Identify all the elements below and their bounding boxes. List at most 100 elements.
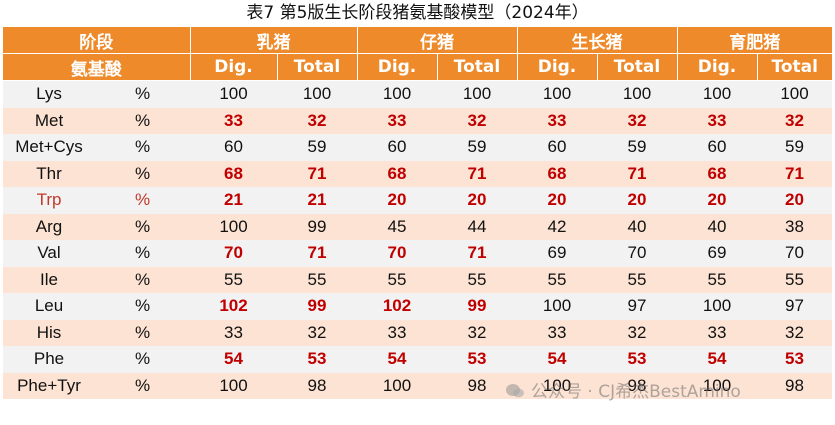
value-cell: 33 [677,319,757,346]
header-stage-finisher: 育肥猪 [677,27,832,54]
value-cell: 33 [190,319,277,346]
value-cell: 98 [757,372,832,399]
value-cell: 20 [437,187,517,214]
value-cell: 20 [517,187,597,214]
value-cell: 100 [190,372,277,399]
value-cell: 68 [190,160,277,187]
value-cell: 100 [190,213,277,240]
value-cell: 20 [677,187,757,214]
value-cell: 21 [277,187,357,214]
unit-cell: % [95,187,190,214]
header-stage-suckling: 乳猪 [190,27,358,54]
value-cell: 70 [357,240,437,267]
value-cell: 98 [277,372,357,399]
value-cell: 20 [357,187,437,214]
value-cell: 98 [597,372,677,399]
value-cell: 33 [517,107,597,134]
value-cell: 54 [190,346,277,373]
header-stage-grower: 生长猪 [517,27,678,54]
table-row: Val% 70 71 70 71 69 70 69 70 [3,240,832,267]
table-row: Trp% 21 21 20 20 20 20 20 20 [3,187,832,214]
value-cell: 44 [437,213,517,240]
unit-cell: % [95,346,190,373]
value-cell: 20 [757,187,832,214]
value-cell: 71 [277,160,357,187]
value-cell: 42 [517,213,597,240]
value-cell: 38 [757,213,832,240]
value-cell: 32 [757,107,832,134]
value-cell: 100 [517,293,597,320]
watermark: 公众号 · CJ希杰BestAmino [505,377,741,407]
table-row: Leu% 102 99 102 99 100 97 100 97 [3,293,832,320]
value-cell: 60 [677,134,757,161]
value-cell: 32 [437,319,517,346]
value-cell: 99 [437,293,517,320]
unit-cell: % [95,213,190,240]
amino-acid-name: Thr [3,160,95,187]
table-row: Lys% 100 100 100 100 100 100 100 100 [3,80,832,108]
wechat-icon [506,384,524,398]
value-cell: 55 [357,266,437,293]
value-cell: 33 [357,107,437,134]
value-cell: 97 [757,293,832,320]
value-cell: 99 [277,213,357,240]
value-cell: 54 [357,346,437,373]
table-row: Phe+Tyr% 100 98 100 98 100 98 100 98 [3,372,832,399]
value-cell: 69 [677,240,757,267]
value-cell: 32 [277,107,357,134]
value-cell: 100 [357,80,437,108]
value-cell: 69 [517,240,597,267]
value-cell: 59 [277,134,357,161]
table-row: Met% 33 32 33 32 33 32 33 32 [3,107,832,134]
table-row: His% 33 32 33 32 33 32 33 32 [3,319,832,346]
value-cell: 53 [597,346,677,373]
value-cell: 102 [190,293,277,320]
value-cell: 20 [597,187,677,214]
value-cell: 60 [190,134,277,161]
value-cell: 55 [517,266,597,293]
value-cell: 55 [437,266,517,293]
value-cell: 32 [437,107,517,134]
amino-acid-name: Trp [3,187,95,214]
header-dig: Dig. [677,53,758,81]
value-cell: 100 [677,80,757,108]
value-cell: 71 [757,160,832,187]
value-cell: 100 [357,372,437,399]
value-cell: 53 [277,346,357,373]
value-cell: 100 [437,80,517,108]
value-cell: 100 [277,80,357,108]
amino-acid-name: Met+Cys [3,134,95,161]
value-cell: 98 [437,372,517,399]
table-row: Phe% 54 53 54 53 54 53 54 53 [3,346,832,373]
value-cell: 53 [437,346,517,373]
value-cell: 71 [597,160,677,187]
header-total: Total [757,53,832,81]
unit-cell: % [95,160,190,187]
value-cell: 59 [757,134,832,161]
value-cell: 32 [277,319,357,346]
value-cell: 32 [597,107,677,134]
header-total: Total [597,53,678,81]
value-cell: 68 [677,160,757,187]
header-stage-label: 阶段 [3,27,191,54]
value-cell: 53 [757,346,832,373]
value-cell: 33 [677,107,757,134]
value-cell: 102 [357,293,437,320]
value-cell: 55 [597,266,677,293]
amino-acid-name: Ile [3,266,95,293]
value-cell: 40 [677,213,757,240]
value-cell: 100 [597,80,677,108]
value-cell: 45 [357,213,437,240]
amino-acid-name: His [3,319,95,346]
value-cell: 100 [677,372,757,399]
table-row: Met+Cys% 60 59 60 59 60 59 60 59 [3,134,832,161]
amino-acid-name: Leu [3,293,95,320]
value-cell: 71 [437,160,517,187]
value-cell: 40 [597,213,677,240]
header-total: Total [437,53,518,81]
value-cell: 68 [517,160,597,187]
value-cell: 33 [357,319,437,346]
amino-acid-name: Arg [3,213,95,240]
unit-cell: % [95,134,190,161]
table-row: Ile% 55 55 55 55 55 55 55 55 [3,266,832,293]
